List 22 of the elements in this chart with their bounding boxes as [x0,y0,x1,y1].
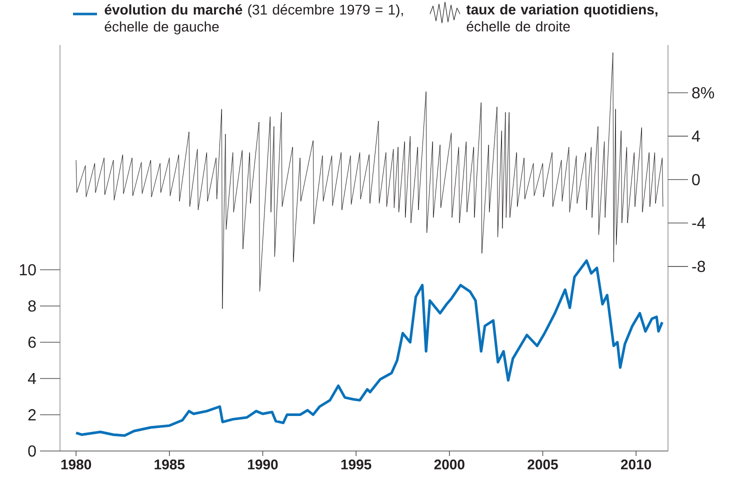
text: évolution du marché (31 décembre 1979 = 1), échelle de gauche [104,4,403,34]
y2-tick-label: -8 [692,260,706,272]
x-tick-label: 1985 [154,460,185,470]
line-series [74,259,664,437]
y-tick-label: 10 [20,264,36,276]
y2-tick-label: 8% [692,87,714,98]
x-tick-label: 1995 [341,460,372,470]
x-tick-label: 1990 [248,460,278,470]
legend-label: taux de variation quotidiens, échelle de droite [466,4,658,32]
y-tick-label: 2 [28,409,36,420]
y2-tick-label: 0 [692,174,700,186]
x-tick-label: 2005 [528,460,558,470]
y2-tick-label: 4 [692,130,700,142]
line-series [76,52,664,310]
y-tick-label: 0 [28,445,36,457]
y-tick-label: 4 [28,372,36,384]
y-tick-label: 6 [28,336,36,348]
y-tick-label: 8 [28,300,36,312]
x-tick-label: 2010 [620,460,652,470]
x-tick-label: 2000 [434,460,464,470]
y2-tick-label: -4 [692,218,706,229]
x-tick-label: 1980 [61,460,92,470]
